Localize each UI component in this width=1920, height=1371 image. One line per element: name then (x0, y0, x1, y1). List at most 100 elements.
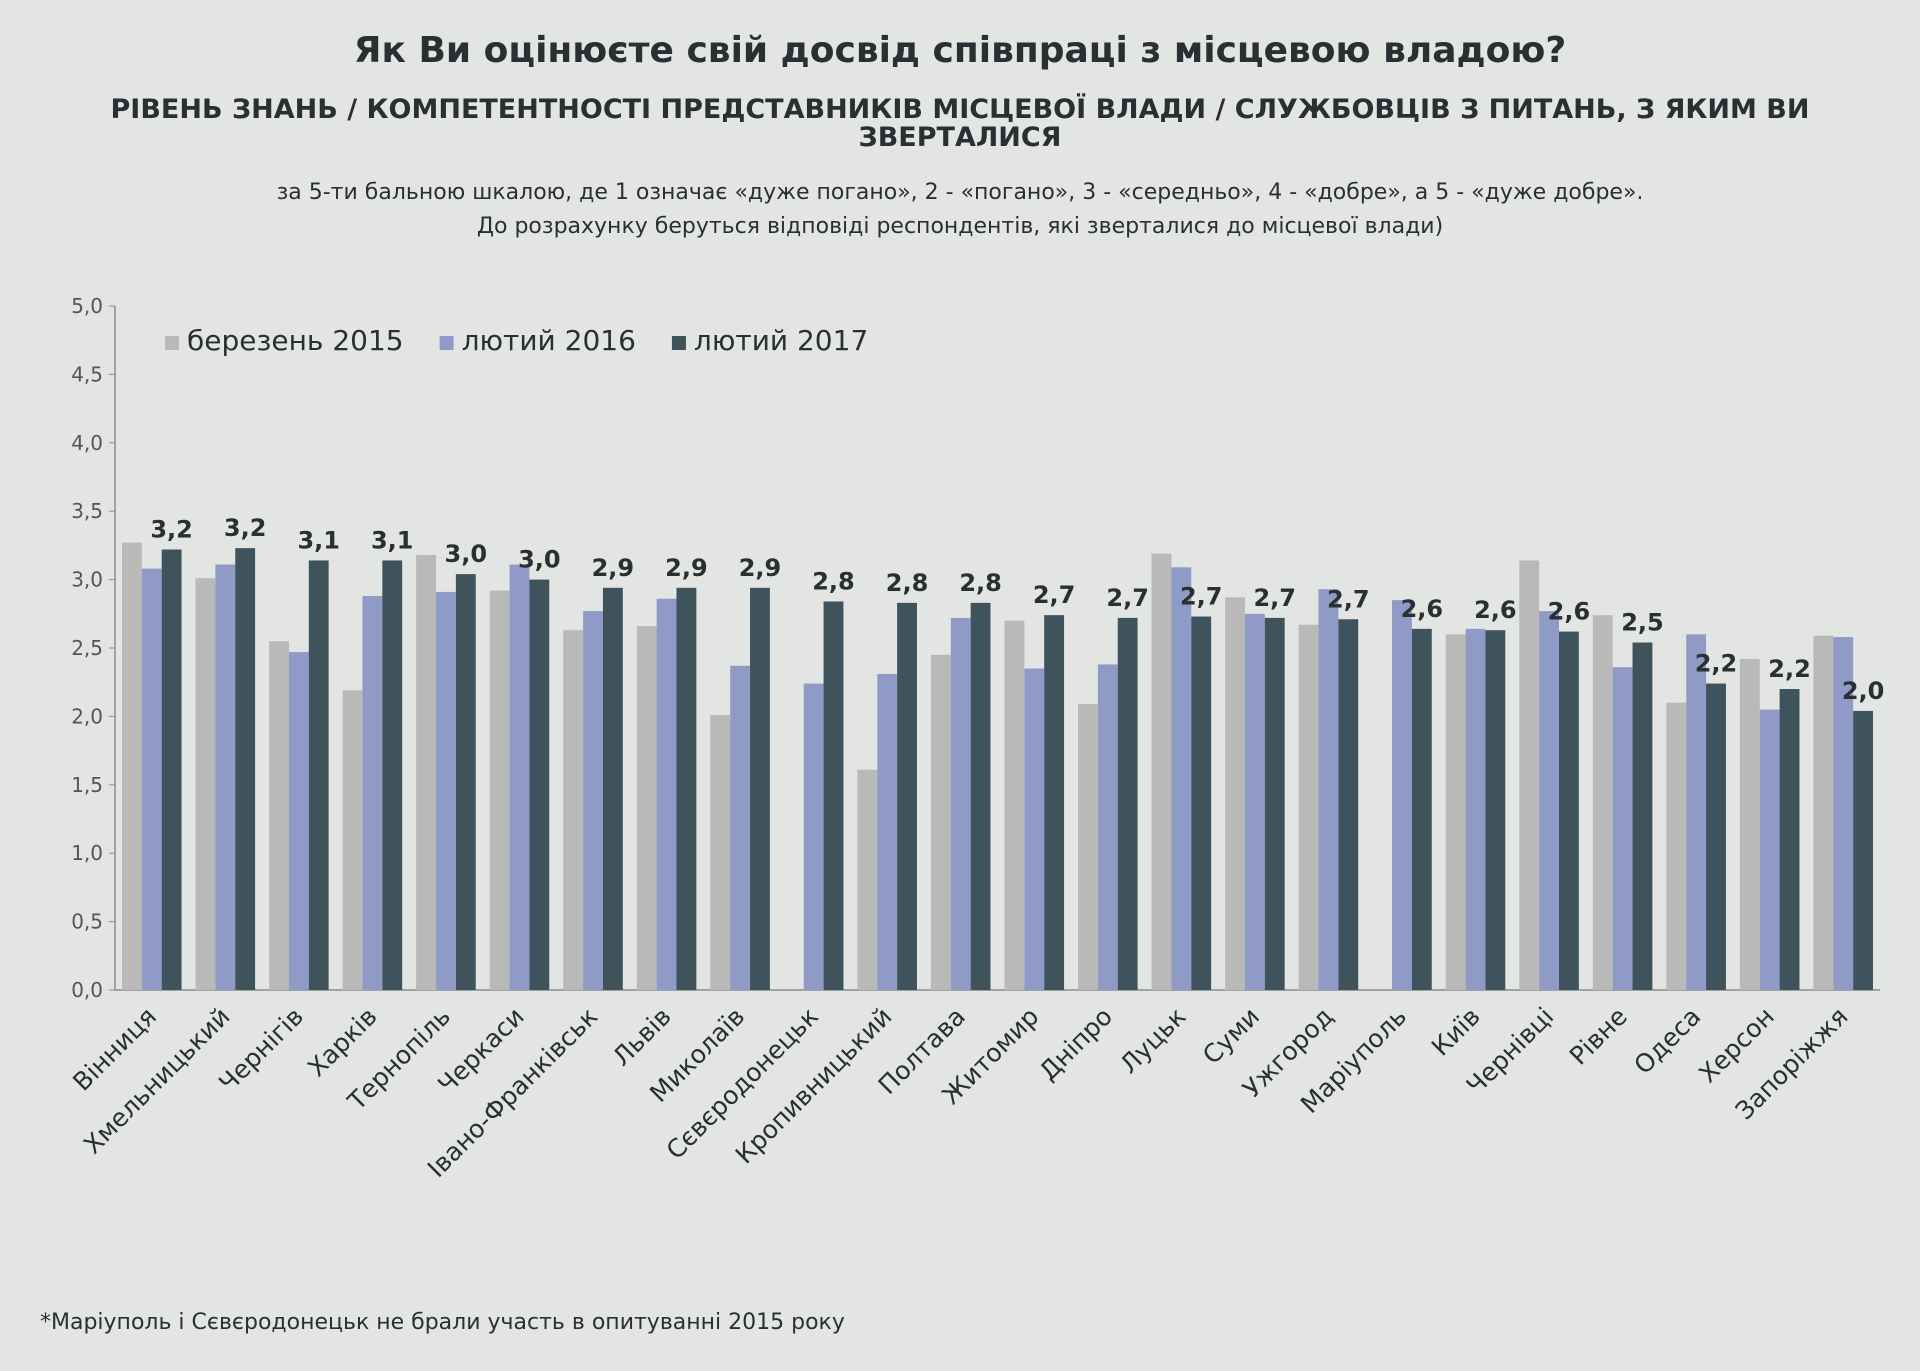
bar (1411, 628, 1432, 990)
bar (1779, 689, 1800, 990)
bar (1592, 615, 1613, 990)
bar (1191, 616, 1212, 990)
bar (1813, 635, 1834, 990)
data-label: 2,7 (1106, 584, 1149, 612)
legend-swatch (165, 336, 179, 350)
legend-swatch (671, 336, 686, 350)
bar (1244, 613, 1265, 990)
bar (656, 598, 677, 990)
bar (288, 652, 309, 990)
bar (823, 601, 844, 990)
y-tick-label: 2,5 (71, 636, 103, 660)
data-label: 2,5 (1621, 609, 1664, 637)
x-tick-label: Суми (1197, 1002, 1265, 1070)
bar (1097, 664, 1118, 990)
bar (1632, 642, 1653, 990)
bar (489, 590, 510, 990)
bar (215, 564, 236, 990)
bar (1078, 704, 1098, 990)
bar (1318, 589, 1339, 990)
bar (269, 641, 289, 990)
bar (436, 591, 456, 990)
bar (930, 654, 951, 990)
bar (1465, 628, 1486, 990)
data-label: 3,2 (224, 514, 267, 542)
x-tick-label: Дніпро (1034, 1002, 1118, 1086)
bar (529, 579, 550, 990)
bar (1833, 637, 1854, 990)
y-tick-label: 0,5 (71, 910, 103, 934)
y-tick-label: 1,5 (71, 773, 103, 797)
data-label: 2,7 (1180, 583, 1223, 611)
data-label: 2,2 (1768, 655, 1811, 683)
data-label: 2,6 (1401, 595, 1444, 623)
bar (1739, 658, 1760, 990)
bar (750, 587, 770, 990)
bar (897, 602, 917, 990)
x-tick-label: Київ (1426, 1002, 1486, 1062)
bar (1171, 567, 1192, 990)
bar (161, 549, 182, 990)
legend-label: березень 2015 (187, 324, 404, 357)
legend-label: лютий 2016 (462, 324, 636, 357)
bar (1706, 683, 1726, 990)
bar (1338, 619, 1359, 990)
bar (1445, 634, 1466, 990)
data-label: 2,9 (739, 554, 782, 582)
bar (1759, 709, 1780, 990)
data-label: 2,8 (886, 569, 929, 597)
bar (1558, 631, 1579, 990)
bar (1392, 600, 1412, 990)
bar (710, 715, 731, 990)
bar (1264, 617, 1285, 990)
data-label: 3,1 (371, 526, 414, 554)
y-tick-label: 2,0 (71, 704, 103, 728)
data-label: 3,0 (518, 546, 561, 574)
bar (563, 630, 584, 990)
x-tick-label: Львів (607, 1002, 677, 1072)
bar (1004, 620, 1025, 990)
bar (857, 769, 878, 990)
bar (583, 611, 603, 990)
data-label: 3,0 (445, 540, 488, 568)
bar (195, 578, 216, 990)
bar (1298, 624, 1319, 990)
bar (382, 560, 403, 990)
data-label: 2,6 (1548, 598, 1591, 626)
data-label: 2,7 (1253, 584, 1296, 612)
bar (141, 568, 162, 990)
bar (1853, 710, 1874, 990)
data-label: 2,0 (1842, 677, 1885, 705)
bar (602, 587, 623, 990)
bar (803, 683, 824, 990)
legend-swatch (439, 336, 454, 350)
title: Як Ви оцінюєте свій досвід співпраці з м… (353, 30, 1567, 71)
data-label: 2,2 (1695, 650, 1738, 678)
bar (1024, 668, 1045, 990)
x-tick-label: Луцьк (1114, 1002, 1191, 1079)
y-tick-label: 5,0 (71, 294, 103, 318)
y-tick-label: 1,0 (71, 841, 103, 865)
data-label: 3,1 (297, 526, 340, 554)
bar (342, 690, 363, 990)
y-tick-label: 3,0 (71, 568, 103, 592)
bar (970, 602, 991, 990)
bar (1044, 615, 1065, 990)
footnote: *Маріуполь і Сєвєродонецьк не брали учас… (40, 1310, 845, 1335)
data-label: 2,9 (592, 554, 635, 582)
note: До розрахунку беруться відповіді респонд… (476, 214, 1444, 239)
data-label: 2,6 (1474, 596, 1517, 624)
y-tick-label: 4,5 (71, 362, 103, 386)
bar (416, 554, 437, 990)
y-tick-label: 3,5 (71, 499, 103, 523)
bar (636, 626, 657, 990)
bar (1225, 597, 1245, 990)
bar (121, 542, 142, 990)
bar (730, 665, 751, 990)
bar (1539, 611, 1559, 990)
bar (1612, 667, 1633, 990)
bar (877, 673, 898, 990)
bar (1686, 634, 1707, 990)
y-tick-label: 4,0 (71, 431, 103, 455)
